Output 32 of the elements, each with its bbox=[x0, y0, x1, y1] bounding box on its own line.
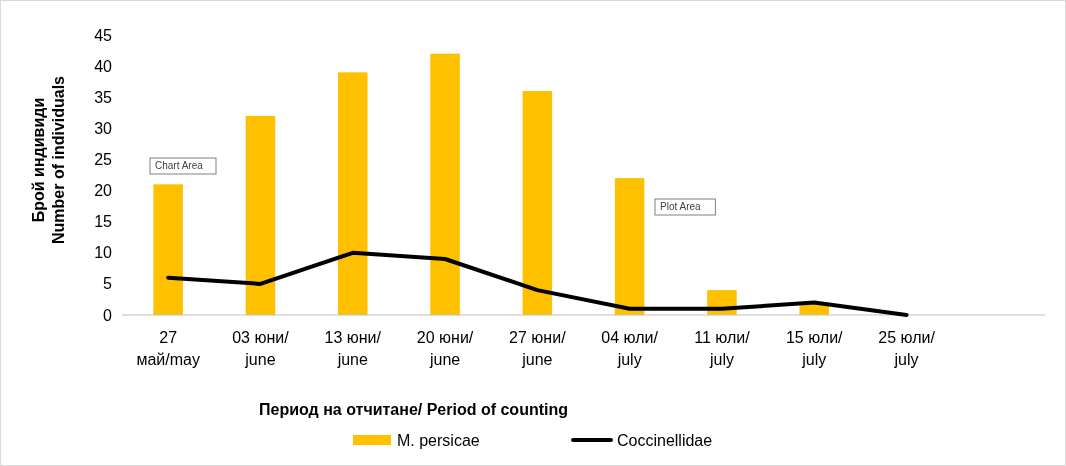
x-tick-label: 11 юли/ july bbox=[694, 329, 751, 368]
x-tick-label: 13 юни/ june bbox=[324, 329, 382, 368]
y-axis-title: Брой индивиди Number of individuals bbox=[30, 75, 67, 245]
bar bbox=[337, 72, 368, 315]
legend-label: Coccinellidae bbox=[617, 431, 713, 449]
annotation: Plot Area bbox=[660, 201, 702, 212]
bar bbox=[614, 178, 645, 315]
line-series bbox=[166, 250, 909, 317]
y-tick-label: 10 bbox=[94, 244, 113, 262]
x-tick-label: 27 май/may bbox=[136, 329, 200, 368]
x-tick-label: 04 юли/ july bbox=[601, 329, 659, 368]
y-tick-label: 25 bbox=[94, 151, 113, 169]
x-tick-label: 15 юли/ july bbox=[785, 329, 844, 368]
bar bbox=[153, 184, 183, 315]
bar bbox=[522, 91, 553, 315]
x-axis-title: Период на отчитане/ Period of counting bbox=[258, 401, 569, 418]
y-tick-label: 30 bbox=[94, 119, 113, 137]
x-tick-label: 25 юли/ july bbox=[878, 329, 936, 368]
bar bbox=[245, 115, 276, 315]
y-tick-label: 20 bbox=[94, 182, 113, 200]
y-tick-label: 45 bbox=[94, 26, 113, 44]
x-tick-label: 20 юни/ june bbox=[416, 329, 474, 368]
y-tick-label: 0 bbox=[103, 306, 113, 324]
y-tick-label: 15 bbox=[94, 213, 113, 231]
annotation: Chart Area bbox=[155, 160, 204, 171]
x-tick-label: 03 юни/ june bbox=[232, 329, 290, 368]
x-tick-label: 27 юни/ june bbox=[509, 329, 567, 368]
y-tick-label: 35 bbox=[94, 88, 113, 106]
legend-label: M. persicae bbox=[397, 431, 480, 449]
y-tick-label: 5 bbox=[103, 275, 113, 293]
y-tick-label: 40 bbox=[94, 57, 113, 75]
bar bbox=[430, 53, 460, 315]
